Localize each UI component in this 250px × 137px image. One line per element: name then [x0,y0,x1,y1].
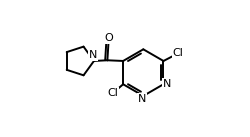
Text: N: N [89,50,97,60]
Text: N: N [138,94,146,104]
Text: Cl: Cl [107,88,118,98]
Text: Cl: Cl [172,48,182,58]
Text: O: O [104,33,112,43]
Text: N: N [162,79,170,89]
